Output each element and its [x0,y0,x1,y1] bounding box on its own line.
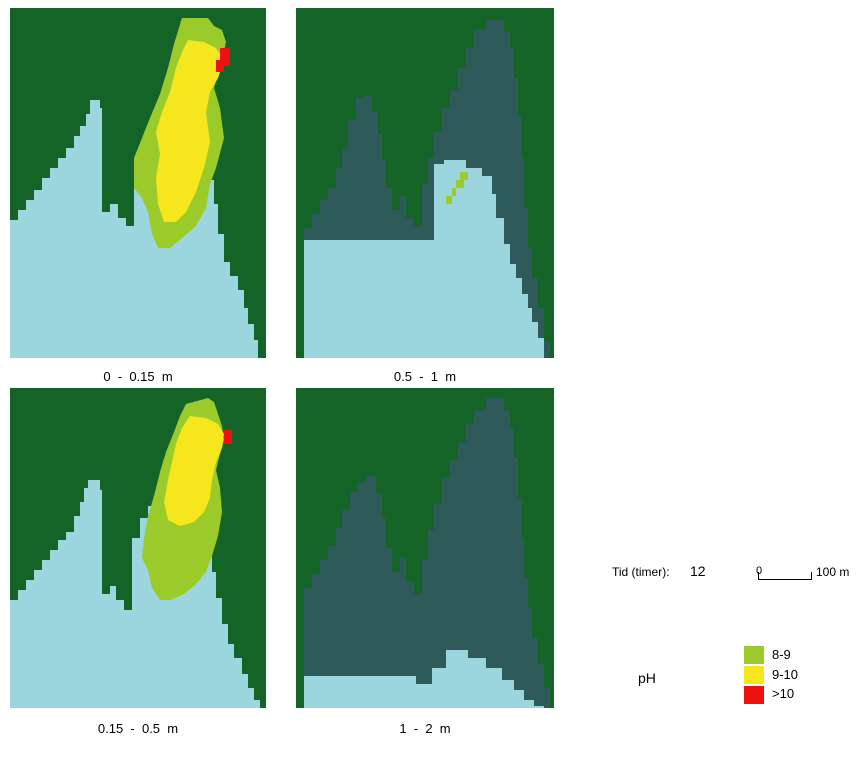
shallow-water-area [304,650,544,708]
scale-bar [758,566,828,580]
legend-swatch-gt-10 [744,686,764,704]
time-label: Tid (timer): [612,565,670,579]
panel-label-0.15-0.5m: 0.15 - 0.5 m [97,721,179,736]
legend-swatch-8-9 [744,646,764,664]
legend-label-gt-10: >10 [772,686,795,701]
time-value: 12 [690,563,706,579]
map-panel-1-2m [296,388,554,708]
shallow-water-area [304,160,544,358]
legend-label-9-10: 9-10 [772,667,799,682]
deep-water-area [304,398,550,708]
panel-label-0-0.15m: 0 - 0.15 m [103,369,173,384]
ph-9-10-zone [156,40,224,222]
map-panel-0.5-1m [296,8,554,358]
scale-start-label: 0 [756,565,763,577]
panel-label-0.5-1m: 0.5 - 1 m [393,369,457,384]
legend-title: pH [638,670,656,686]
ph-gt-10-zone [224,430,232,444]
ph-8-9-zone [446,172,468,204]
ph-gt-10-zone [216,48,230,72]
ph-9-10-zone [164,416,224,526]
panel-label-1-2m: 1 - 2 m [399,721,451,736]
scale-end-label: 100 m [816,565,850,579]
legend-label-8-9: 8-9 [772,647,791,662]
legend-swatch-9-10 [744,666,764,684]
map-panel-0-0.15m [10,8,266,358]
map-panel-0.15-0.5m [10,388,266,708]
